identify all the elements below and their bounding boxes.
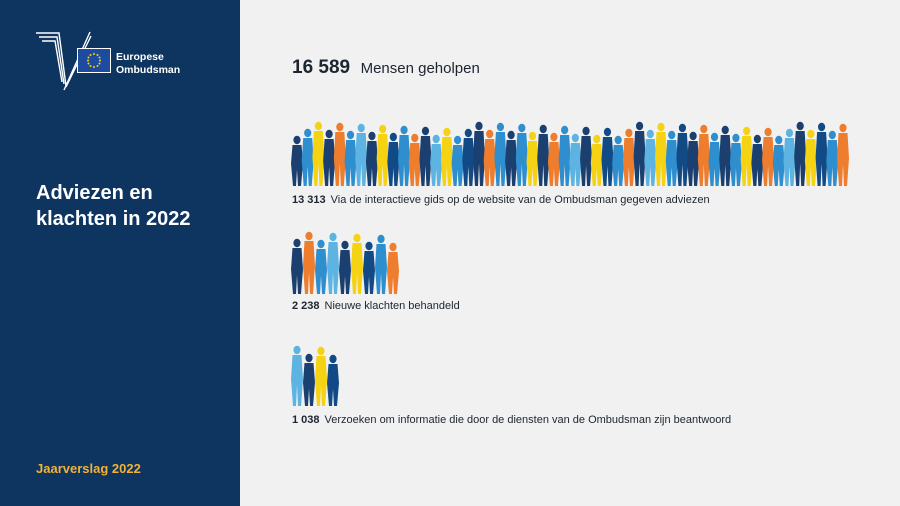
person-silhouette <box>655 122 667 186</box>
person-silhouette <box>526 131 539 186</box>
person-silhouette <box>303 353 315 406</box>
person-silhouette <box>719 125 732 186</box>
person-silhouette <box>430 134 443 186</box>
person-silhouette <box>633 121 646 186</box>
person-silhouette <box>440 127 453 186</box>
person-silhouette <box>312 121 325 186</box>
person-silhouette <box>590 134 603 186</box>
logo-line-2: Ombudsman <box>116 64 181 76</box>
person-silhouette <box>473 121 485 186</box>
stat-advice-label: Via de interactieve gids op de website v… <box>330 194 710 206</box>
person-silhouette <box>515 123 528 186</box>
person-silhouette <box>365 131 378 186</box>
person-silhouette <box>612 135 625 186</box>
person-silhouette <box>772 135 785 186</box>
person-silhouette <box>327 354 339 406</box>
person-silhouette <box>351 233 363 294</box>
stat-information-number: 1 038 <box>292 414 320 426</box>
person-silhouette <box>580 126 593 186</box>
person-silhouette <box>363 241 375 294</box>
person-silhouette <box>303 231 315 294</box>
person-silhouette <box>451 135 464 186</box>
person-silhouette <box>483 129 496 186</box>
person-silhouette <box>751 134 764 186</box>
person-silhouette <box>291 345 303 406</box>
person-silhouette <box>537 124 550 186</box>
crowd-complaints-illustration <box>291 231 399 294</box>
person-silhouette <box>419 126 432 186</box>
headline: 16 589 Mensen geholpen <box>292 57 480 79</box>
person-silhouette <box>697 124 710 186</box>
person-silhouette <box>622 128 635 186</box>
person-silhouette <box>376 124 389 186</box>
crowd-information-illustration <box>291 345 339 406</box>
stat-advice-number: 13 313 <box>292 194 326 206</box>
headline-label: Mensen geholpen <box>360 60 480 77</box>
person-silhouette <box>333 122 346 186</box>
person-silhouette <box>344 130 357 186</box>
person-silhouette <box>794 121 807 186</box>
person-silhouette <box>558 125 571 186</box>
logo-line-1: Europese <box>116 51 164 63</box>
stat-complaints-number: 2 238 <box>292 300 320 312</box>
stat-advice: 13 313 Via de interactieve gids op de web… <box>292 194 710 206</box>
person-silhouette <box>837 123 849 186</box>
person-silhouette <box>387 242 399 294</box>
ombudsman-logo-icon <box>36 31 111 91</box>
person-silhouette <box>665 130 678 186</box>
person-silhouette <box>729 133 742 186</box>
person-silhouette <box>547 132 560 186</box>
crowd-advice-illustration <box>291 121 849 186</box>
stat-information: 1 038 Verzoeken om informatie die door de… <box>292 414 731 426</box>
person-silhouette <box>644 129 657 186</box>
person-silhouette <box>804 129 817 186</box>
logo: Europese Ombudsman <box>36 30 196 100</box>
stat-complaints-label: Nieuwe klachten behandeld <box>324 300 460 312</box>
person-silhouette <box>783 128 796 186</box>
person-silhouette <box>826 130 839 186</box>
person-silhouette <box>408 133 421 186</box>
person-silhouette <box>601 127 614 186</box>
person-silhouette <box>301 128 314 186</box>
person-silhouette <box>291 135 303 186</box>
person-silhouette <box>375 234 387 294</box>
person-silhouette <box>339 240 351 294</box>
person-silhouette <box>740 126 753 186</box>
person-silhouette <box>708 132 721 186</box>
person-silhouette <box>355 123 368 186</box>
person-silhouette <box>398 125 411 186</box>
person-silhouette <box>387 132 400 186</box>
person-silhouette <box>323 129 336 186</box>
person-silhouette <box>762 127 775 186</box>
person-silhouette <box>569 133 582 186</box>
sidebar: Europese Ombudsman Adviezen en klachten … <box>0 0 240 506</box>
person-silhouette <box>315 239 327 294</box>
person-silhouette <box>676 123 689 186</box>
main-content: 16 589 Mensen geholpen 13 313 Via de inte… <box>240 0 900 506</box>
stat-complaints: 2 238 Nieuwe klachten behandeld <box>292 300 460 312</box>
report-label: Jaarverslag 2022 <box>36 461 141 476</box>
page-title: Adviezen en klachten in 2022 <box>36 182 191 230</box>
headline-number: 16 589 <box>292 57 351 78</box>
person-silhouette <box>494 122 507 186</box>
person-silhouette <box>815 122 828 186</box>
person-silhouette <box>687 131 700 186</box>
person-silhouette <box>327 232 339 294</box>
person-silhouette <box>315 346 327 406</box>
person-silhouette <box>462 128 475 186</box>
stat-information-label: Verzoeken om informatie die door de dien… <box>324 414 732 426</box>
person-silhouette <box>505 130 518 186</box>
logo-text: Europese Ombudsman <box>116 51 180 77</box>
person-silhouette <box>291 238 303 294</box>
